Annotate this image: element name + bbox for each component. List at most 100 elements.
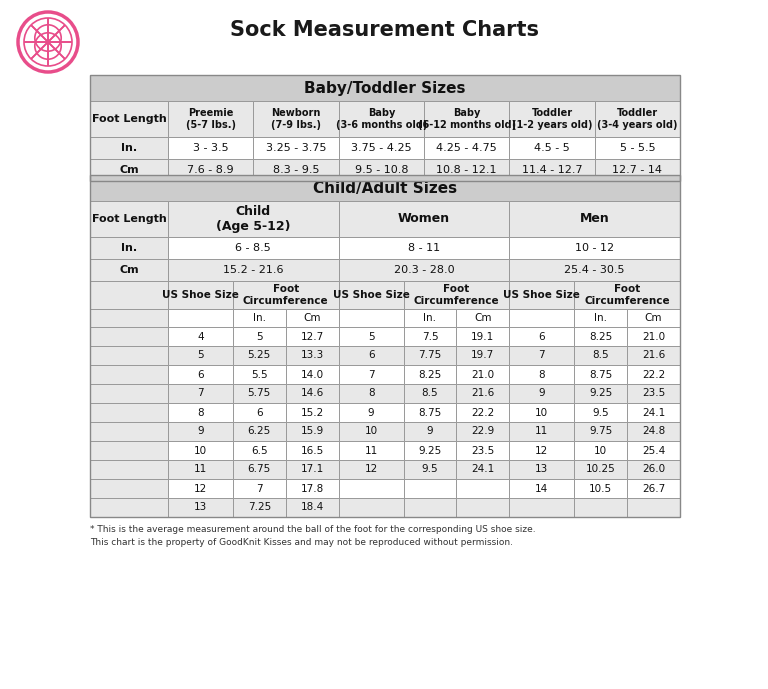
Bar (168, 159, 253, 181)
Bar (574, 498, 627, 517)
Text: Foot
Circumference: Foot Circumference (414, 284, 499, 306)
Text: 6: 6 (256, 407, 263, 418)
Text: Baby
(6-12 months old): Baby (6-12 months old) (418, 108, 516, 130)
Text: 22.9: 22.9 (472, 426, 495, 437)
Bar (456, 327, 509, 346)
Bar (509, 479, 574, 498)
Bar (90, 75, 680, 101)
Bar (456, 460, 509, 479)
Text: 5.5: 5.5 (251, 369, 267, 380)
Text: 14.6: 14.6 (300, 389, 324, 398)
Text: Preemie
(5-7 lbs.): Preemie (5-7 lbs.) (186, 108, 236, 130)
Text: 7: 7 (538, 351, 545, 360)
Text: Toddler
(3-4 years old): Toddler (3-4 years old) (597, 108, 677, 130)
Bar (403, 281, 509, 309)
Bar (339, 327, 403, 346)
Bar (403, 309, 456, 327)
Text: 9: 9 (427, 426, 433, 437)
Text: 9.25: 9.25 (589, 389, 612, 398)
Text: 5.75: 5.75 (248, 389, 271, 398)
Bar (509, 422, 574, 441)
Text: 10: 10 (194, 446, 207, 455)
Text: 8.5: 8.5 (592, 351, 609, 360)
Text: 5.25: 5.25 (248, 351, 271, 360)
Bar (233, 346, 286, 365)
Bar (509, 281, 574, 309)
Text: 11: 11 (535, 426, 548, 437)
Bar (168, 479, 233, 498)
Bar (574, 384, 627, 403)
Text: 3.75 - 4.25: 3.75 - 4.25 (351, 143, 412, 153)
Bar (339, 422, 403, 441)
Bar (90, 101, 168, 137)
Text: 21.0: 21.0 (472, 369, 495, 380)
Text: 9: 9 (368, 407, 375, 418)
Bar (456, 384, 509, 403)
Bar (456, 309, 509, 327)
Bar (594, 137, 680, 159)
Bar (286, 346, 339, 365)
Text: 9: 9 (538, 389, 545, 398)
Bar (339, 498, 403, 517)
Text: 8.75: 8.75 (419, 407, 442, 418)
Text: 15.2 - 21.6: 15.2 - 21.6 (223, 265, 283, 275)
Text: 12: 12 (365, 464, 378, 475)
Bar (594, 159, 680, 181)
Bar (286, 327, 339, 346)
Bar (339, 101, 424, 137)
Text: 6: 6 (197, 369, 204, 380)
Bar (456, 403, 509, 422)
Bar (339, 346, 403, 365)
Bar (90, 137, 168, 159)
Text: 20.3 - 28.0: 20.3 - 28.0 (394, 265, 455, 275)
Text: Cm: Cm (303, 313, 321, 323)
Text: 25.4: 25.4 (642, 446, 665, 455)
Text: 7: 7 (197, 389, 204, 398)
Bar (509, 101, 594, 137)
Bar (168, 137, 253, 159)
Bar (509, 309, 574, 327)
Text: 3 - 3.5: 3 - 3.5 (193, 143, 228, 153)
Bar (286, 422, 339, 441)
Text: 19.1: 19.1 (472, 331, 495, 342)
Bar (90, 309, 168, 327)
Bar (233, 422, 286, 441)
Text: 10: 10 (535, 407, 548, 418)
Bar (403, 460, 456, 479)
Bar (253, 101, 339, 137)
Text: 7.5: 7.5 (422, 331, 439, 342)
Bar (403, 479, 456, 498)
Text: 8 - 11: 8 - 11 (408, 243, 440, 253)
Bar (424, 137, 509, 159)
Text: 6 - 8.5: 6 - 8.5 (236, 243, 271, 253)
Bar (90, 365, 168, 384)
Text: 9.75: 9.75 (589, 426, 612, 437)
Bar (574, 403, 627, 422)
Text: This chart is the property of GoodKnit Kisses and may not be reproduced without : This chart is the property of GoodKnit K… (90, 538, 513, 547)
Text: 25.4 - 30.5: 25.4 - 30.5 (564, 265, 625, 275)
Bar (627, 346, 680, 365)
Bar (627, 498, 680, 517)
Text: 12.7: 12.7 (300, 331, 324, 342)
Bar (233, 479, 286, 498)
Bar (403, 327, 456, 346)
Bar (509, 498, 574, 517)
Bar (90, 237, 168, 259)
Text: 6.5: 6.5 (251, 446, 267, 455)
Text: 24.8: 24.8 (642, 426, 665, 437)
Text: 26.7: 26.7 (642, 484, 665, 493)
Text: In.: In. (423, 313, 436, 323)
Bar (627, 403, 680, 422)
Bar (168, 498, 233, 517)
Bar (574, 327, 627, 346)
Text: 24.1: 24.1 (472, 464, 495, 475)
Bar (339, 159, 424, 181)
Bar (574, 281, 680, 309)
Bar (574, 346, 627, 365)
Text: 8.25: 8.25 (589, 331, 612, 342)
Bar (339, 137, 424, 159)
Bar (574, 309, 627, 327)
Text: 10: 10 (365, 426, 378, 437)
Text: 21.6: 21.6 (642, 351, 665, 360)
Text: US Shoe Size: US Shoe Size (333, 290, 409, 300)
